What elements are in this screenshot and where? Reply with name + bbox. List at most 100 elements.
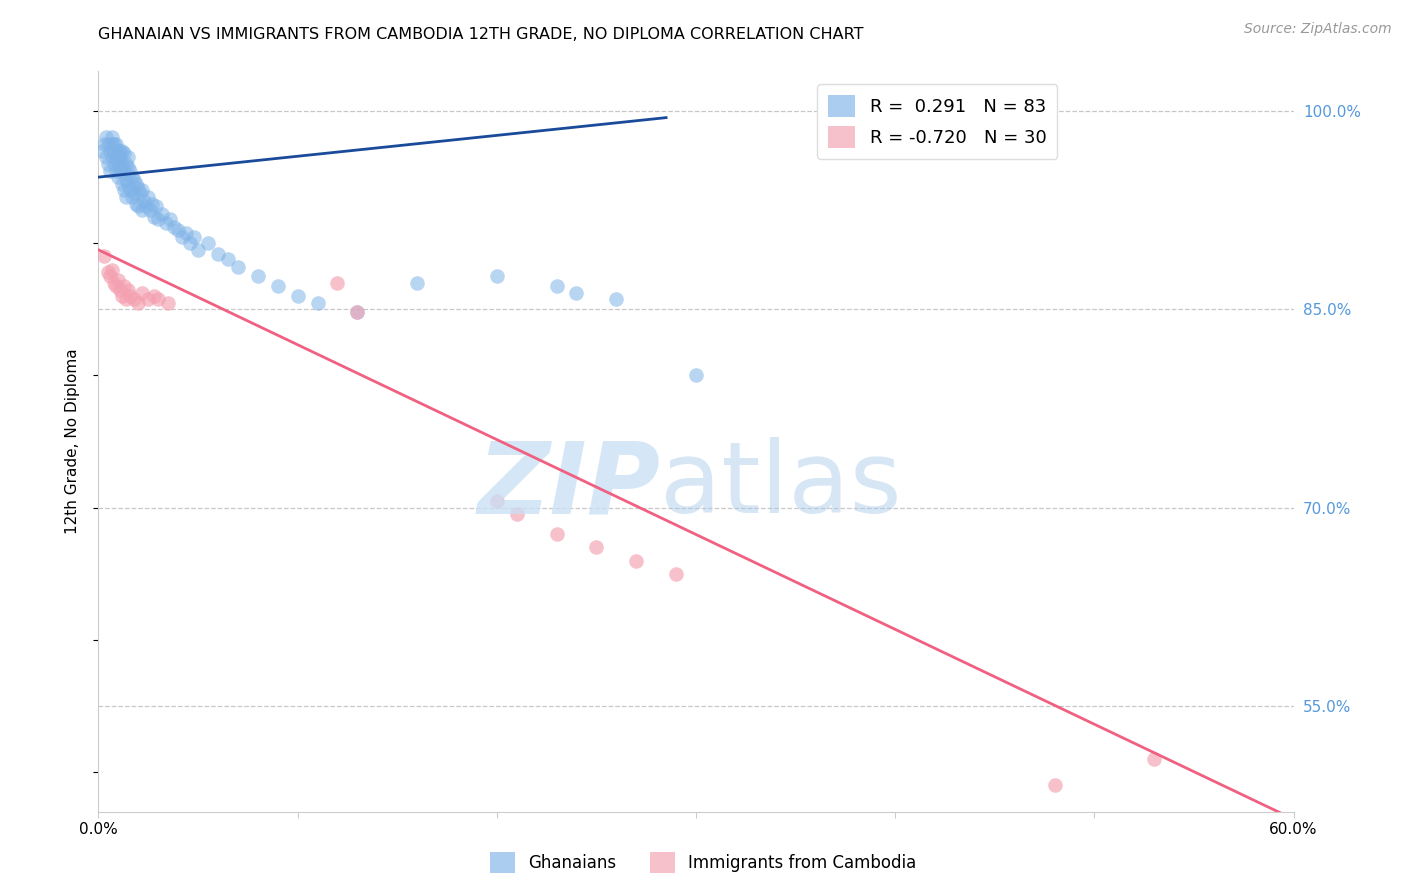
Point xyxy=(107,273,129,287)
Point xyxy=(107,144,129,158)
Point xyxy=(98,269,122,284)
Point xyxy=(112,183,135,197)
Point xyxy=(326,276,349,290)
Point xyxy=(135,199,157,213)
Point xyxy=(565,286,588,301)
Point xyxy=(187,243,209,257)
Point xyxy=(1143,752,1166,766)
Point xyxy=(98,163,122,178)
Point xyxy=(105,163,128,178)
Point xyxy=(120,289,142,303)
Point xyxy=(101,137,124,152)
Point xyxy=(93,137,115,152)
Point xyxy=(93,250,115,264)
Point xyxy=(120,163,142,178)
Point xyxy=(217,252,239,266)
Point xyxy=(127,180,149,194)
Point xyxy=(117,177,139,191)
Point xyxy=(155,216,177,230)
Point xyxy=(163,220,186,235)
Point xyxy=(98,144,122,158)
Point xyxy=(110,150,132,164)
Point xyxy=(125,196,148,211)
Point xyxy=(110,163,132,178)
Point xyxy=(129,186,152,200)
Point xyxy=(111,177,134,191)
Point xyxy=(105,278,128,293)
Point xyxy=(112,163,135,178)
Point xyxy=(150,207,173,221)
Text: GHANAIAN VS IMMIGRANTS FROM CAMBODIA 12TH GRADE, NO DIPLOMA CORRELATION CHART: GHANAIAN VS IMMIGRANTS FROM CAMBODIA 12T… xyxy=(98,27,863,42)
Point xyxy=(121,190,143,204)
Point xyxy=(145,199,167,213)
Text: atlas: atlas xyxy=(661,437,901,534)
Point xyxy=(267,278,290,293)
Point xyxy=(112,278,135,293)
Point xyxy=(143,210,166,224)
Point xyxy=(112,146,135,161)
Point xyxy=(97,157,120,171)
Point xyxy=(139,203,162,218)
Point xyxy=(183,229,205,244)
Point xyxy=(101,150,124,164)
Point xyxy=(167,223,190,237)
Point xyxy=(124,186,146,200)
Point xyxy=(103,157,125,171)
Point xyxy=(124,292,146,306)
Point xyxy=(485,494,508,508)
Point xyxy=(585,541,607,555)
Point xyxy=(506,508,529,522)
Point xyxy=(107,170,129,185)
Point xyxy=(120,183,142,197)
Point xyxy=(115,190,138,204)
Point xyxy=(97,137,120,152)
Point xyxy=(546,278,568,293)
Point xyxy=(111,289,134,303)
Point xyxy=(96,130,118,145)
Legend: Ghanaians, Immigrants from Cambodia: Ghanaians, Immigrants from Cambodia xyxy=(484,846,922,880)
Point xyxy=(105,150,128,164)
Y-axis label: 12th Grade, No Diploma: 12th Grade, No Diploma xyxy=(65,349,80,534)
Point xyxy=(605,292,627,306)
Point xyxy=(107,157,129,171)
Point xyxy=(148,292,170,306)
Legend: R =  0.291   N = 83, R = -0.720   N = 30: R = 0.291 N = 83, R = -0.720 N = 30 xyxy=(817,84,1057,159)
Point xyxy=(131,203,153,218)
Point xyxy=(127,295,149,310)
Point xyxy=(111,160,134,174)
Point xyxy=(110,283,132,297)
Point xyxy=(546,527,568,541)
Point xyxy=(346,305,368,319)
Point xyxy=(406,276,429,290)
Point xyxy=(626,553,648,567)
Point xyxy=(207,247,229,261)
Point xyxy=(307,295,329,310)
Point xyxy=(110,144,132,158)
Point xyxy=(287,289,309,303)
Point xyxy=(131,183,153,197)
Point xyxy=(107,150,129,164)
Point xyxy=(121,170,143,185)
Point xyxy=(136,190,159,204)
Point xyxy=(96,150,118,164)
Point xyxy=(101,130,124,145)
Point xyxy=(115,292,138,306)
Point xyxy=(141,196,163,211)
Point xyxy=(197,236,219,251)
Point xyxy=(125,177,148,191)
Point xyxy=(246,269,269,284)
Point xyxy=(665,566,688,581)
Point xyxy=(117,283,139,297)
Point xyxy=(97,265,120,279)
Point xyxy=(226,260,249,274)
Point xyxy=(174,226,197,240)
Point xyxy=(103,144,125,158)
Point xyxy=(117,150,139,164)
Point xyxy=(1043,778,1066,792)
Point xyxy=(101,262,124,277)
Point xyxy=(143,289,166,303)
Point xyxy=(179,236,201,251)
Point xyxy=(103,276,125,290)
Point xyxy=(131,286,153,301)
Point xyxy=(115,157,138,171)
